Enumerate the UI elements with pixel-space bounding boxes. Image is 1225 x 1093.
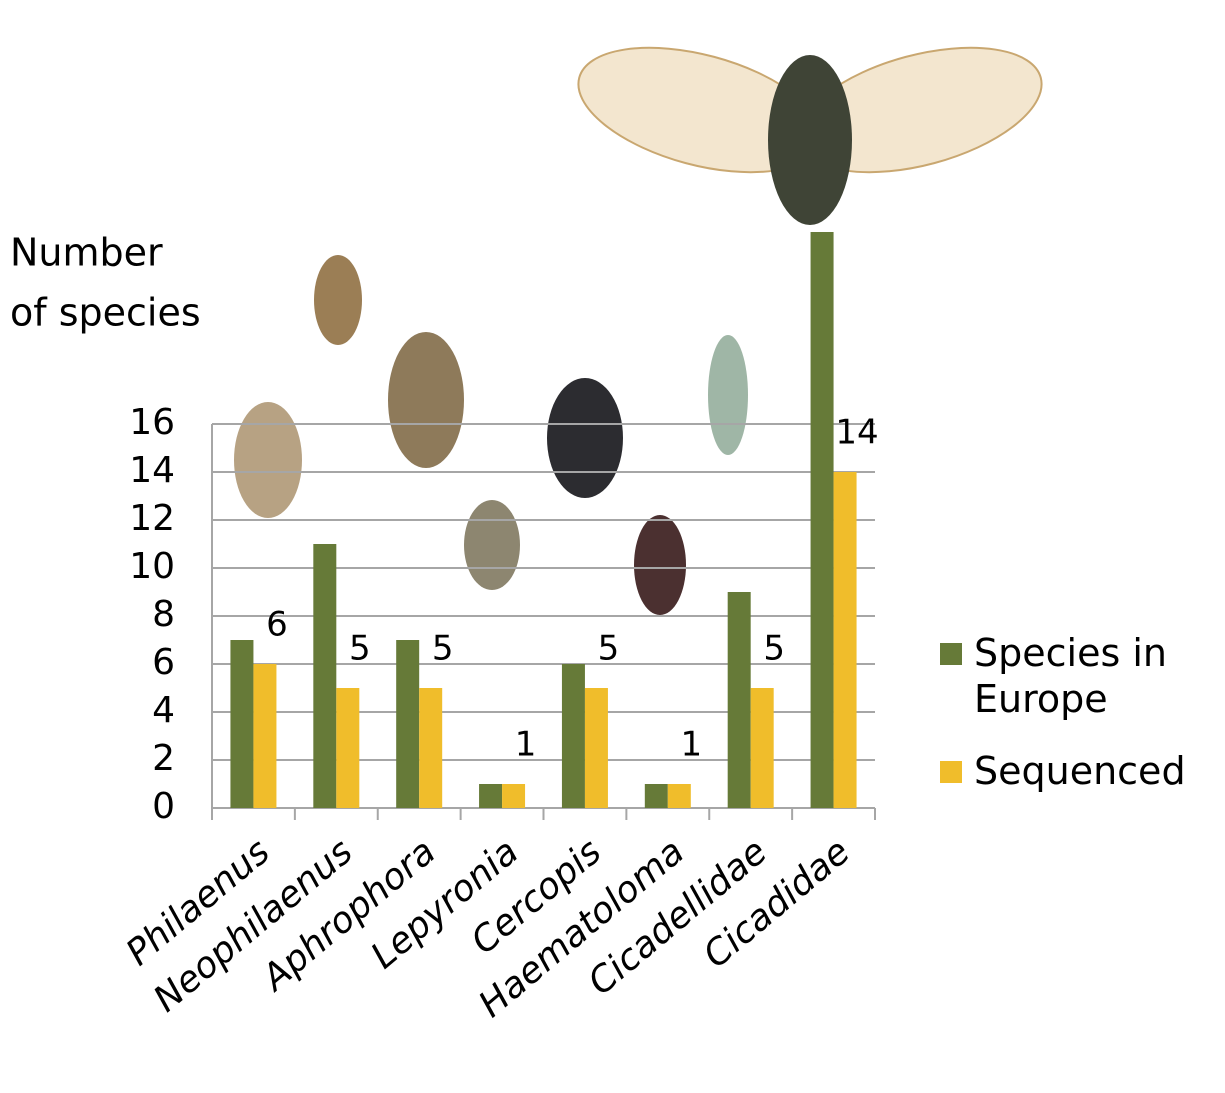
- value-label: 5: [598, 629, 620, 669]
- bar: [561, 664, 585, 808]
- y-axis-label-line: Number: [10, 231, 163, 275]
- insect: [708, 335, 748, 455]
- cicada-body: [768, 55, 852, 225]
- insect: [388, 332, 464, 468]
- bar: [502, 784, 526, 808]
- y-axis-label: Number of species: [10, 231, 201, 335]
- value-label: 5: [349, 629, 371, 669]
- y-tick-label: 8: [152, 594, 175, 635]
- value-label: 5: [763, 629, 785, 669]
- y-tick-label: 4: [152, 690, 175, 731]
- legend-item: Sequenced: [940, 748, 1210, 794]
- bar: [644, 784, 668, 808]
- bar: [584, 688, 608, 808]
- legend-label: Sequenced: [974, 749, 1186, 793]
- y-tick-label: 2: [152, 738, 175, 779]
- bar: [750, 688, 774, 808]
- bar: [253, 664, 277, 808]
- insect: [234, 402, 302, 518]
- bar: [810, 232, 834, 808]
- value-label: 14: [835, 413, 878, 453]
- value-label: 1: [515, 725, 537, 765]
- value-label: 6: [266, 605, 288, 645]
- bar: [479, 784, 503, 808]
- value-label: 1: [680, 725, 702, 765]
- y-tick-label: 0: [152, 786, 175, 827]
- value-label: 5: [432, 629, 454, 669]
- legend: Species in Europe Sequenced: [940, 630, 1210, 820]
- bar: [667, 784, 691, 808]
- insect: [634, 515, 686, 615]
- bar: [833, 472, 857, 808]
- bar: [313, 544, 337, 808]
- bar: [419, 688, 443, 808]
- legend-item: Species in Europe: [940, 630, 1210, 722]
- bar: [230, 640, 254, 808]
- insect: [314, 255, 362, 345]
- y-tick-label: 12: [129, 498, 175, 539]
- y-axis-label-line: of species: [10, 291, 201, 335]
- y-tick-label: 14: [129, 450, 175, 491]
- y-tick-label: 6: [152, 642, 175, 683]
- legend-swatch: [940, 761, 962, 783]
- bar: [727, 592, 751, 808]
- legend-swatch: [940, 643, 962, 665]
- bar: [396, 640, 420, 808]
- insect: [547, 378, 623, 498]
- y-tick-label: 10: [129, 546, 175, 587]
- bar: [336, 688, 360, 808]
- legend-label: Species in Europe: [974, 631, 1167, 721]
- insect: [464, 500, 520, 590]
- y-tick-label: 16: [129, 402, 175, 443]
- insect-illustrations: [234, 46, 1043, 615]
